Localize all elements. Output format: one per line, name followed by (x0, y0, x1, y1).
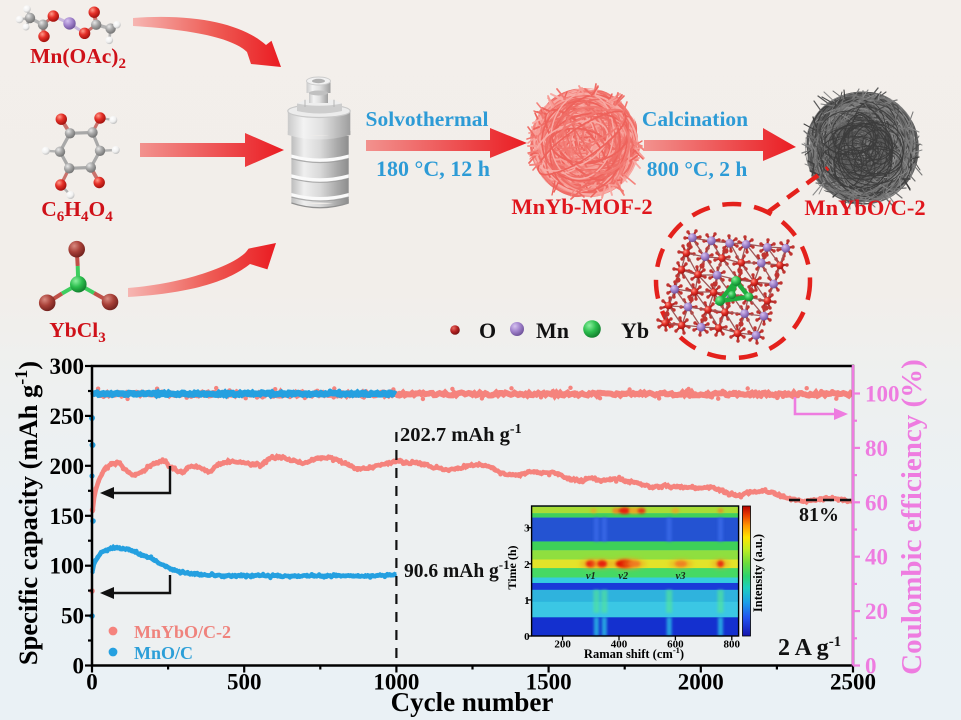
svg-text:Specific capacity (mAh g-1): Specific capacity (mAh g-1) (11, 361, 43, 665)
svg-text:Raman shift (cm-1): Raman shift (cm-1) (584, 645, 684, 661)
svg-text:250: 250 (50, 404, 85, 429)
svg-text:Yb: Yb (621, 318, 649, 343)
svg-text:Intensity (a.u.): Intensity (a.u.) (751, 534, 765, 612)
svg-text:200: 200 (50, 454, 85, 479)
svg-text:180 °C, 12 h: 180 °C, 12 h (376, 156, 490, 181)
svg-text:202.7 mAh g-1: 202.7 mAh g-1 (400, 422, 522, 446)
svg-text:MnYbO/C-2: MnYbO/C-2 (804, 195, 925, 220)
svg-text:80: 80 (865, 436, 888, 461)
svg-text:200: 200 (554, 639, 571, 651)
svg-text:0: 0 (73, 654, 85, 679)
svg-text:MnYb-MOF-2: MnYb-MOF-2 (511, 194, 652, 219)
svg-text:ν2: ν2 (618, 571, 629, 582)
svg-text:Calcination: Calcination (642, 107, 748, 131)
svg-text:3: 3 (524, 523, 530, 535)
svg-text:40: 40 (865, 545, 888, 570)
svg-text:ν1: ν1 (586, 571, 596, 582)
svg-text:1000: 1000 (373, 670, 419, 695)
svg-text:100: 100 (865, 382, 900, 407)
svg-text:800: 800 (724, 639, 741, 651)
svg-text:Cycle number: Cycle number (391, 687, 554, 717)
svg-text:1500: 1500 (526, 670, 572, 695)
svg-text:O: O (479, 318, 496, 343)
svg-text:Mn(OAc)2: Mn(OAc)2 (30, 44, 126, 72)
svg-text:2500: 2500 (830, 670, 876, 695)
svg-text:ν3: ν3 (676, 571, 686, 582)
svg-text:800 °C, 2 h: 800 °C, 2 h (647, 157, 748, 181)
svg-text:2: 2 (524, 559, 530, 571)
svg-text:150: 150 (50, 504, 85, 529)
svg-text:C6H4O4: C6H4O4 (41, 197, 113, 225)
svg-text:Mn: Mn (536, 318, 569, 343)
svg-text:500: 500 (227, 670, 262, 695)
svg-text:300: 300 (50, 354, 85, 379)
svg-text:0: 0 (86, 670, 98, 695)
svg-text:Time (h): Time (h) (505, 545, 519, 589)
svg-text:Solvothermal: Solvothermal (365, 107, 488, 131)
svg-text:0: 0 (524, 631, 530, 643)
svg-text:YbCl3: YbCl3 (49, 318, 105, 346)
svg-text:60: 60 (865, 490, 888, 515)
svg-text:MnO/C: MnO/C (134, 643, 193, 663)
svg-text:2000: 2000 (678, 670, 724, 695)
svg-text:Coulombic efficiency (%): Coulombic efficiency (%) (896, 359, 928, 675)
svg-text:90.6 mAh g-1: 90.6 mAh g-1 (404, 557, 510, 582)
svg-text:81%: 81% (799, 504, 839, 526)
svg-text:MnYbO/C-2: MnYbO/C-2 (134, 622, 231, 642)
svg-text:1: 1 (524, 595, 530, 607)
svg-text:0: 0 (865, 654, 877, 679)
svg-text:100: 100 (50, 554, 85, 579)
svg-text:20: 20 (865, 599, 888, 624)
svg-text:400: 400 (611, 639, 628, 651)
svg-text:50: 50 (61, 604, 84, 629)
svg-text:600: 600 (667, 639, 684, 651)
